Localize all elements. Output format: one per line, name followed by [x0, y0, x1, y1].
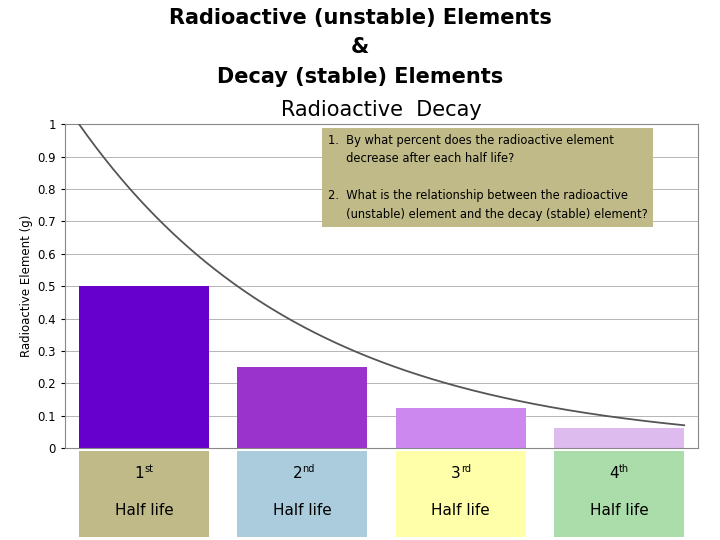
Text: 3: 3 [451, 466, 461, 481]
Text: 1.  By what percent does the radioactive element
     decrease after each half l: 1. By what percent does the radioactive … [328, 134, 647, 221]
Text: 2: 2 [293, 466, 302, 481]
Text: Radioactive (unstable) Elements
&
Decay (stable) Elements: Radioactive (unstable) Elements & Decay … [168, 8, 552, 87]
Text: rd: rd [461, 464, 471, 475]
Bar [396, 408, 526, 448]
Text: 4: 4 [610, 466, 619, 481]
Title: Radioactive  Decay: Radioactive Decay [282, 100, 482, 120]
Bar [238, 367, 367, 448]
Text: 1: 1 [135, 466, 144, 481]
Text: nd: nd [302, 464, 315, 475]
Text: th: th [619, 464, 629, 475]
Text: Half life: Half life [590, 503, 649, 518]
Text: Half life: Half life [114, 503, 174, 518]
Text: Half life: Half life [431, 503, 490, 518]
Bar [79, 286, 209, 448]
Text: Half life: Half life [273, 503, 332, 518]
Y-axis label: Radioactive Element (g): Radioactive Element (g) [20, 215, 33, 357]
Bar [554, 428, 684, 448]
Text: st: st [144, 464, 153, 475]
